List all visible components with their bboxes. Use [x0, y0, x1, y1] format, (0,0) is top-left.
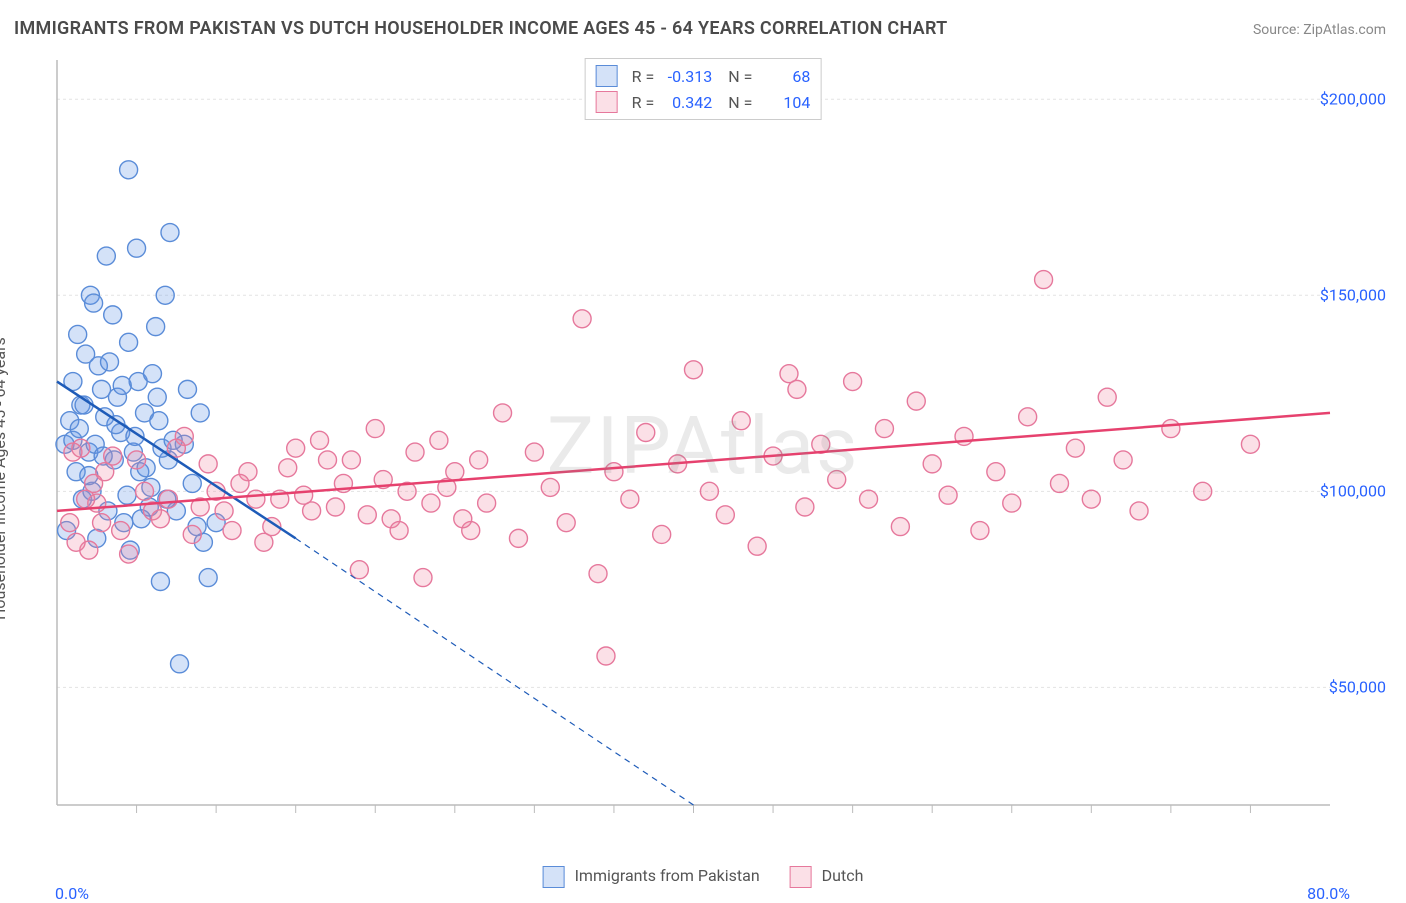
legend-swatch-dutch	[596, 91, 618, 113]
legend-n-value: 68	[760, 67, 810, 86]
legend-row-pakistan: R = -0.313 N = 68	[596, 63, 811, 89]
y-axis-label: Householder Income Ages 45 - 64 years	[0, 337, 9, 620]
legend-swatch-pakistan	[543, 866, 565, 888]
chart-title: IMMIGRANTS FROM PAKISTAN VS DUTCH HOUSEH…	[14, 18, 948, 39]
legend-label: Dutch	[822, 866, 864, 885]
legend-r-label: R =	[632, 93, 655, 112]
legend-item-dutch: Dutch	[790, 866, 864, 888]
legend-label: Immigrants from Pakistan	[575, 866, 760, 885]
legend-r-value: 0.342	[662, 93, 712, 112]
source-attribution: Source: ZipAtlas.com	[1253, 22, 1386, 38]
legend-r-label: R =	[632, 67, 655, 86]
legend-item-pakistan: Immigrants from Pakistan	[543, 866, 760, 888]
scatter-plot	[55, 55, 1390, 845]
y-tick-label: $150,000	[1320, 286, 1386, 305]
legend-row-dutch: R = 0.342 N = 104	[596, 89, 811, 115]
legend-n-label: N =	[720, 93, 752, 112]
legend-n-value: 104	[760, 93, 810, 112]
legend-n-label: N =	[720, 67, 752, 86]
y-tick-label: $200,000	[1320, 90, 1386, 109]
series-legend: Immigrants from Pakistan Dutch	[543, 866, 864, 888]
x-axis-max: 80.0%	[1307, 884, 1350, 903]
correlation-legend: R = -0.313 N = 68 R = 0.342 N = 104	[585, 58, 822, 120]
y-tick-label: $100,000	[1320, 482, 1386, 501]
x-axis-min: 0.0%	[55, 884, 89, 903]
legend-r-value: -0.313	[662, 67, 712, 86]
y-tick-label: $50,000	[1329, 678, 1386, 697]
legend-swatch-pakistan	[596, 65, 618, 87]
legend-swatch-dutch	[790, 866, 812, 888]
